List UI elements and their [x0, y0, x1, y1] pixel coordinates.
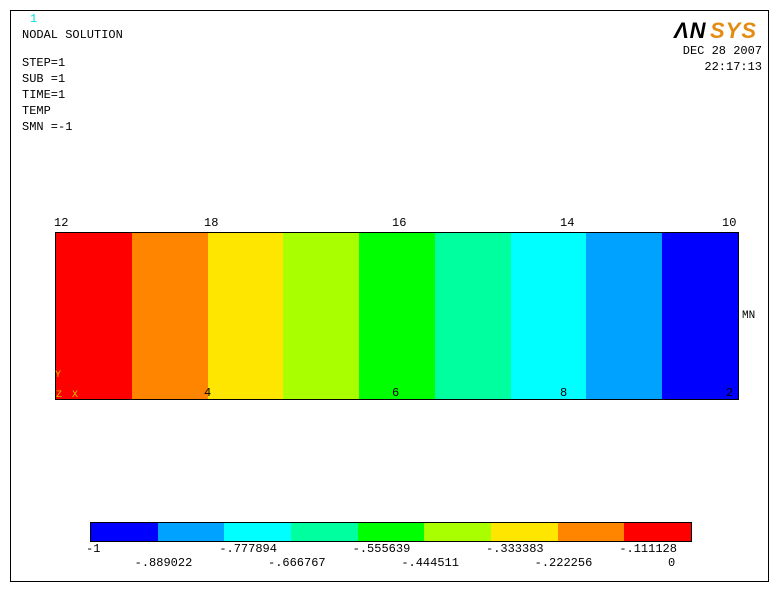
- legend-segment: [558, 523, 625, 541]
- header-line: TEMP: [22, 104, 51, 118]
- header-line: SUB =1: [22, 72, 65, 86]
- contour-band: [511, 233, 587, 399]
- timestamp-time: 22:17:13: [704, 60, 762, 74]
- legend-segment: [491, 523, 558, 541]
- node-label-top: 12: [54, 216, 68, 230]
- contour-band: [283, 233, 359, 399]
- contour-band: [132, 233, 208, 399]
- legend-label-bottom: -.444511: [401, 556, 459, 570]
- node-label-bottom: 2: [726, 386, 733, 400]
- contour-plot: [55, 232, 739, 400]
- window-number: 1: [30, 12, 37, 26]
- legend-label-top: -.333383: [486, 542, 544, 556]
- plot-canvas: 1 NODAL SOLUTION STEP=1 SUB =1 TIME=1 TEMP SMN…: [0, 0, 779, 592]
- legend-segment: [158, 523, 225, 541]
- legend-segment: [291, 523, 358, 541]
- node-label-top: 18: [204, 216, 218, 230]
- plot-title: NODAL SOLUTION: [22, 28, 123, 42]
- axis-x-label: X: [72, 390, 78, 401]
- legend-segment: [358, 523, 425, 541]
- node-label-bottom: 6: [392, 386, 399, 400]
- contour-band: [359, 233, 435, 399]
- ansys-logo-a: ΛN: [674, 18, 707, 44]
- legend-segment: [224, 523, 291, 541]
- legend-label-top: -.777894: [219, 542, 277, 556]
- header-line: TIME=1: [22, 88, 65, 102]
- legend-label-top: -1: [86, 542, 100, 556]
- mn-label: MN: [742, 310, 755, 322]
- axis-y-label: Y: [55, 370, 61, 381]
- contour-band: [586, 233, 662, 399]
- header-line: STEP=1: [22, 56, 65, 70]
- legend-label-bottom: -.222256: [535, 556, 593, 570]
- legend-label-top: -.111128: [619, 542, 677, 556]
- node-label-top: 16: [392, 216, 406, 230]
- legend-label-bottom: 0: [668, 556, 675, 570]
- contour-band: [435, 233, 511, 399]
- legend-segment: [91, 523, 158, 541]
- header-line: SMN =-1: [22, 120, 72, 134]
- ansys-logo-b: SYS: [710, 18, 757, 44]
- legend-label-bottom: -.666767: [268, 556, 326, 570]
- legend-segment: [424, 523, 491, 541]
- node-label-bottom: 8: [560, 386, 567, 400]
- axis-z-label: Z: [56, 390, 62, 401]
- contour-band: [662, 233, 738, 399]
- timestamp-date: DEC 28 2007: [683, 44, 762, 58]
- contour-band: [56, 233, 132, 399]
- legend-label-bottom: -.889022: [135, 556, 193, 570]
- contour-band: [208, 233, 284, 399]
- node-label-bottom: 4: [204, 386, 211, 400]
- node-label-top: 14: [560, 216, 574, 230]
- legend-label-top: -.555639: [353, 542, 411, 556]
- node-label-top: 10: [722, 216, 736, 230]
- color-legend: [90, 522, 692, 542]
- legend-segment: [624, 523, 691, 541]
